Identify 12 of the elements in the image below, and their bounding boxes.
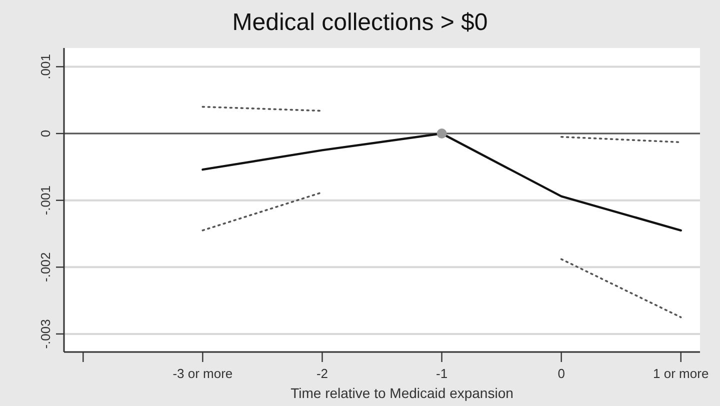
y-tick-label: .001: [38, 54, 53, 80]
y-tick-label: -.002: [38, 252, 53, 282]
x-tick-label: -2: [316, 366, 328, 381]
x-tick-label: -1: [436, 366, 448, 381]
x-tick-label: 1 or more: [653, 366, 709, 381]
chart-title: Medical collections > $0: [232, 9, 488, 36]
y-tick-label: -.001: [38, 186, 53, 216]
x-tick-label: 0: [558, 366, 565, 381]
x-axis-title: Time relative to Medicaid expansion: [290, 385, 514, 401]
y-tick-label: -.003: [38, 319, 53, 349]
y-tick-label: 0: [38, 130, 53, 138]
x-tick-label: -3 or more: [172, 366, 233, 381]
